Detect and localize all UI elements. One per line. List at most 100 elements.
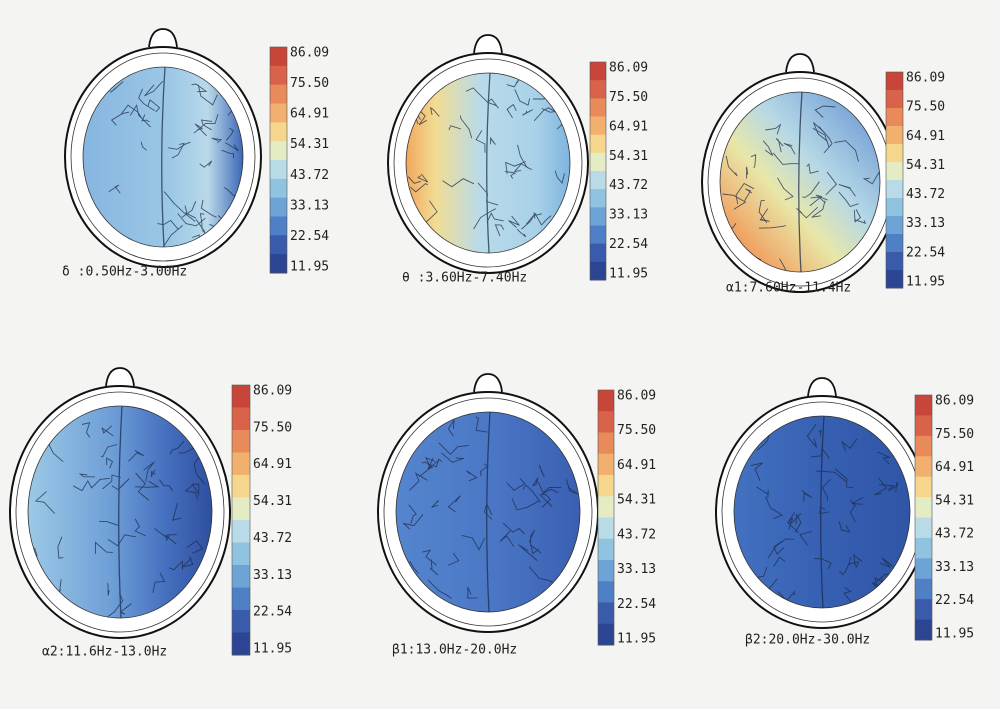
sulcus xyxy=(108,184,121,194)
sulci xyxy=(720,92,880,272)
sulcus xyxy=(186,540,204,554)
sulcus xyxy=(802,181,820,198)
colorbar-tick-label: 43.72 xyxy=(609,178,648,193)
sulcus xyxy=(777,590,796,602)
sulcus xyxy=(722,193,747,210)
colorbar-band xyxy=(232,407,250,431)
nose xyxy=(105,367,135,387)
sulcus xyxy=(106,457,114,469)
sulcus xyxy=(522,484,541,503)
sulcus xyxy=(171,142,185,159)
sulcus xyxy=(796,206,819,219)
colorbar-tick-label: 64.91 xyxy=(253,457,292,472)
sulcus xyxy=(745,166,749,179)
sulcus xyxy=(480,463,489,477)
colorbar-tick-label: 33.13 xyxy=(906,216,945,231)
colorbar-band xyxy=(598,560,614,582)
colorbar-band xyxy=(590,171,606,190)
sulcus xyxy=(407,176,422,184)
sulcus xyxy=(821,478,831,501)
colorbar-tick-label: 75.50 xyxy=(617,423,656,438)
sulcus xyxy=(475,416,488,433)
colorbar-tick-label: 86.09 xyxy=(290,46,329,61)
colorbar-band xyxy=(270,235,287,255)
sulcus xyxy=(193,454,206,485)
colorbar-band xyxy=(915,435,932,457)
sulcus xyxy=(466,470,478,482)
colorbar-band xyxy=(232,520,250,543)
colorbar-tick-label: 54.31 xyxy=(253,494,292,509)
colorbar-band xyxy=(232,565,250,588)
sulcus xyxy=(134,518,147,537)
colorbar-tick-label: 64.91 xyxy=(609,119,648,134)
sulcus xyxy=(107,534,136,547)
colorbar-tick-label: 33.13 xyxy=(935,560,974,575)
sulcus xyxy=(429,458,440,468)
colorbar-tick-label: 64.91 xyxy=(906,129,945,144)
colorbar-tick-label: 22.54 xyxy=(906,245,945,260)
colorbar-band xyxy=(886,90,903,109)
sulcus xyxy=(506,77,521,88)
sulcus xyxy=(154,528,177,545)
sulcus xyxy=(504,170,517,179)
sulcus xyxy=(815,470,847,482)
sulcus xyxy=(513,163,530,172)
sulcus xyxy=(517,144,533,171)
sulcus xyxy=(811,200,826,218)
sulcus xyxy=(750,462,763,482)
sulcus xyxy=(418,109,427,126)
sulcus xyxy=(502,522,525,535)
nose xyxy=(785,53,815,73)
sulcus xyxy=(841,438,858,452)
colorbar-frame xyxy=(589,61,607,281)
sulcus xyxy=(169,440,185,455)
sulcus xyxy=(101,425,114,437)
sulcus xyxy=(408,472,428,491)
sulcus xyxy=(853,209,862,223)
panel: 86.09 75.50 64.91 54.31 43.72 33.13 22.54 11.95… xyxy=(701,53,945,296)
sulcus xyxy=(806,163,819,174)
brain-map xyxy=(395,411,581,613)
colorbar-tick-label: 22.54 xyxy=(253,605,292,620)
colorbar-band xyxy=(270,160,287,180)
sulcus xyxy=(168,560,184,571)
sulcus xyxy=(505,161,527,174)
sulcus xyxy=(135,472,150,501)
sulcus xyxy=(180,556,194,568)
sulcus xyxy=(163,191,196,222)
sulcus xyxy=(534,213,552,226)
colorbar-band xyxy=(598,602,614,625)
sulcus xyxy=(191,83,208,93)
sulcus xyxy=(486,98,499,109)
colorbar-tick-label: 33.13 xyxy=(253,568,292,583)
sulcus xyxy=(533,107,556,122)
colorbar-tick-label: 75.50 xyxy=(290,76,329,91)
sulcus xyxy=(467,586,478,599)
sulcus xyxy=(532,477,539,487)
panel-label: α1:7.60Hz-11.4Hz xyxy=(726,281,851,296)
colorbar-band xyxy=(232,452,250,476)
colorbar-band xyxy=(232,475,250,498)
colorbar-band xyxy=(590,225,606,245)
colorbar-frame xyxy=(269,46,288,274)
midline xyxy=(798,92,803,272)
sulcus xyxy=(99,520,119,526)
nose xyxy=(473,373,503,393)
colorbar-tick-label: 11.95 xyxy=(617,632,656,647)
colorbar-tick-label: 33.13 xyxy=(290,198,329,213)
colorbar-band xyxy=(886,162,903,181)
colorbar-band xyxy=(598,475,614,497)
colorbar-band xyxy=(598,581,614,603)
panel-label: β2:20.0Hz-30.0Hz xyxy=(745,633,870,648)
sulcus xyxy=(818,429,822,437)
panel: 86.09 75.50 64.91 54.31 43.72 33.13 22.54 11.95… xyxy=(377,373,656,658)
sulcus xyxy=(163,225,183,247)
colorbar-band xyxy=(598,432,614,455)
sulcus xyxy=(104,592,124,618)
sulcus xyxy=(483,502,493,520)
sulcus xyxy=(874,477,887,496)
colorbar-tick-label: 43.72 xyxy=(906,187,945,202)
sulcus xyxy=(225,142,239,152)
colorbar-tick-label: 75.50 xyxy=(253,420,292,435)
sulcus xyxy=(94,541,113,555)
